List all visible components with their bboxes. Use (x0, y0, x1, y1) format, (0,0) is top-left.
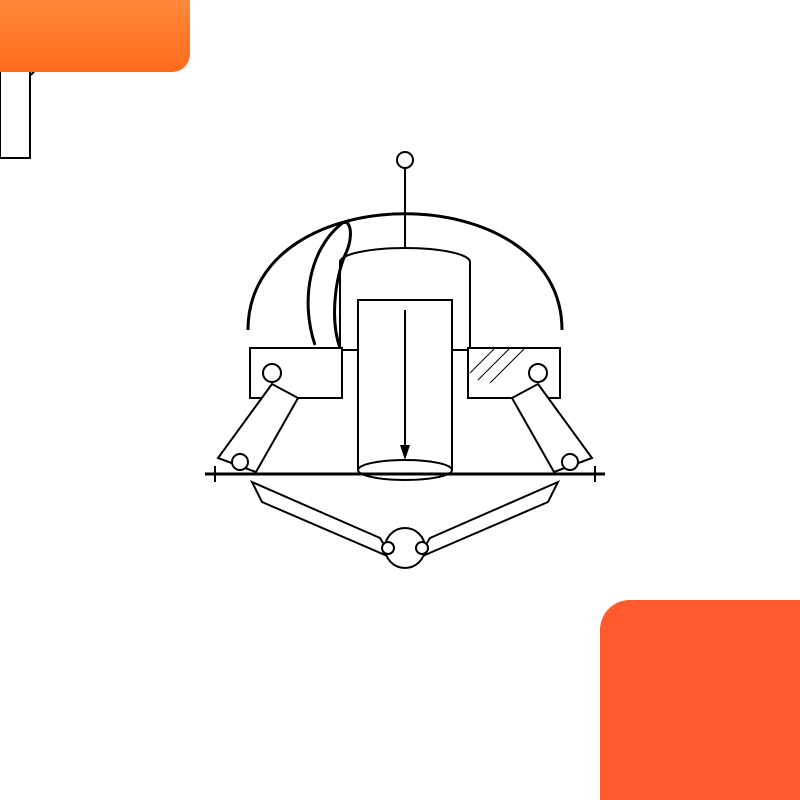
stem-knob (397, 152, 413, 168)
lower-hub-pin-l (382, 542, 394, 554)
hinge-l1 (232, 454, 248, 470)
link-lower-right (418, 482, 558, 558)
top-shaft (0, 68, 30, 158)
inner-cyl-base (358, 460, 452, 480)
badge-top-left (0, 0, 190, 72)
lower-hub-pin-r (416, 542, 428, 554)
pin-left (263, 364, 281, 382)
hinge-r1 (562, 454, 578, 470)
pin-right (529, 364, 547, 382)
link-lower-left (252, 482, 392, 558)
badge-bottom-right (600, 600, 800, 800)
